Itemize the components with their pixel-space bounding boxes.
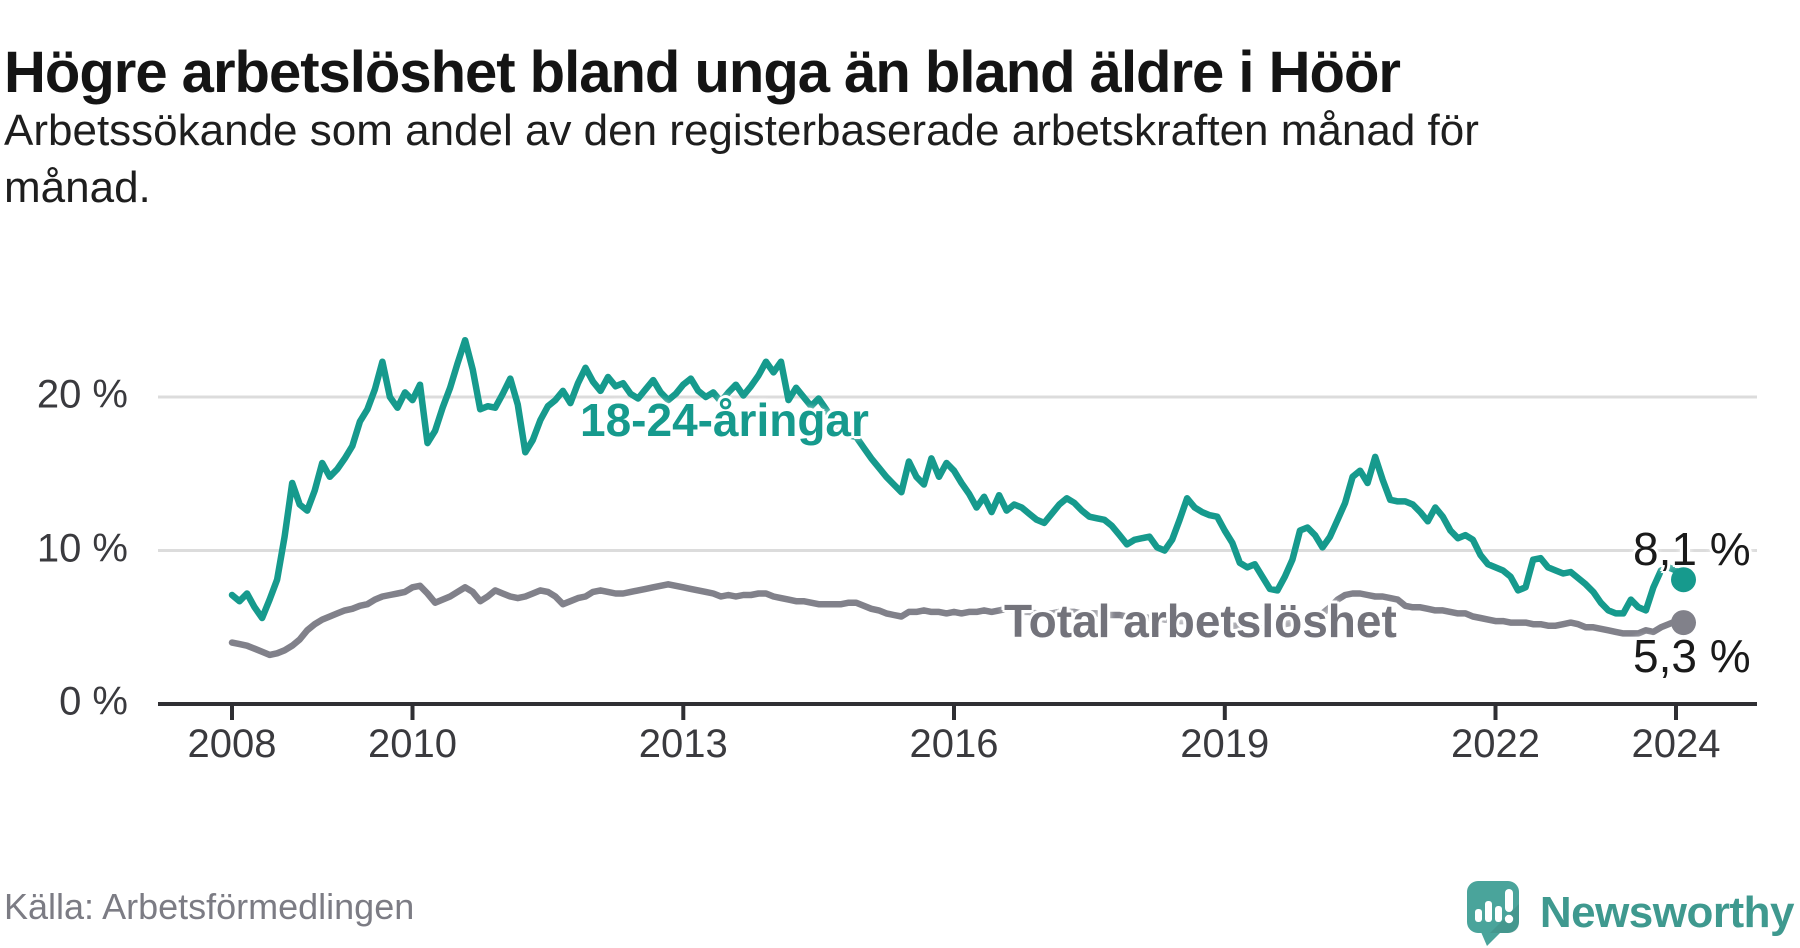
series-label-total: Total arbetslöshet [1004,595,1397,647]
x-tick-label-2010: 2010 [368,722,457,766]
chart-subtitle: Arbetssökande som andel av den registerb… [4,102,1479,216]
newsworthy-logo-icon [1466,881,1519,946]
x-tick-label-2019: 2019 [1180,722,1270,766]
end-dot-young [1671,567,1696,593]
x-tick-label-2024: 2024 [1631,722,1721,766]
x-tick-label-2016: 2016 [909,722,999,766]
end-value-young: 8,1 % [1633,523,1751,575]
series-line-young [228,336,1687,622]
x-tick-label-2008: 2008 [187,722,277,766]
source-note: Källa: Arbetsförmedlingen [4,886,415,927]
page-title: Högre arbetslöshet bland unga än bland ä… [4,39,1401,105]
y-tick-label-0: 0 % [59,679,128,724]
series-line-total [228,581,1687,659]
newsworthy-brand: Newsworthy [1466,880,1795,946]
newsworthy-brand-name: Newsworthy [1539,888,1795,937]
x-tick-label-2013: 2013 [638,722,728,766]
x-tick-label-2022: 2022 [1451,722,1540,766]
subtitle-line-1: Arbetssökande som andel av den registerb… [4,106,1479,155]
end-dot-total [1671,610,1696,636]
y-tick-label-10: 10 % [36,526,128,571]
end-value-total: 5,3 % [1633,630,1751,682]
y-tick-label-20: 20 % [36,372,128,417]
series-label-young: 18-24-åringar [580,394,869,446]
subtitle-line-2: månad. [4,163,151,213]
